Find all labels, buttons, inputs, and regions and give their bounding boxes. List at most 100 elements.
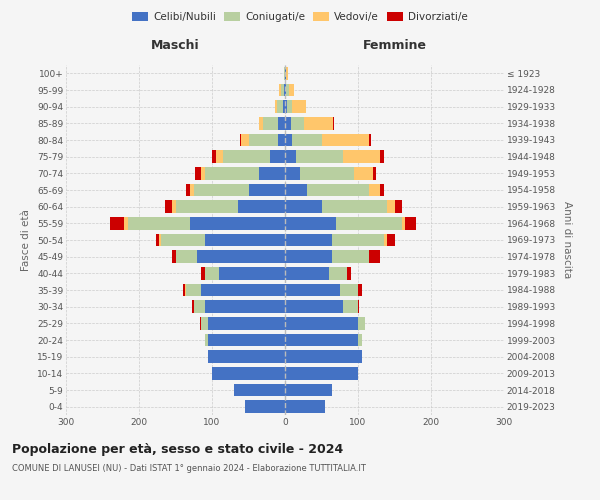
Bar	[285, 84, 286, 96]
Bar	[215, 150, 223, 163]
Bar	[332, 250, 369, 263]
Bar	[380, 184, 383, 196]
Bar	[292, 100, 306, 113]
Bar	[183, 284, 185, 296]
Bar	[201, 284, 285, 296]
Bar	[271, 150, 285, 163]
Bar	[212, 367, 285, 380]
Bar	[160, 234, 161, 246]
Bar	[205, 267, 220, 280]
Bar	[383, 234, 387, 246]
Bar	[322, 134, 369, 146]
Bar	[156, 234, 160, 246]
Bar	[380, 150, 383, 163]
Bar	[285, 350, 362, 363]
Bar	[248, 184, 285, 196]
Bar	[285, 267, 329, 280]
Bar	[285, 134, 292, 146]
Bar	[304, 117, 333, 130]
Bar	[347, 267, 350, 280]
Bar	[285, 67, 286, 80]
Bar	[197, 250, 285, 263]
Bar	[343, 300, 358, 313]
Bar	[292, 134, 322, 146]
Bar	[190, 217, 285, 230]
Bar	[285, 150, 296, 163]
Bar	[187, 184, 190, 196]
Bar	[281, 84, 284, 96]
Bar	[285, 117, 291, 130]
Bar	[194, 300, 205, 313]
Bar	[194, 184, 248, 196]
Bar	[259, 167, 285, 179]
Bar	[205, 234, 285, 246]
Bar	[185, 284, 187, 296]
Bar	[285, 167, 299, 179]
Bar	[285, 400, 325, 413]
Bar	[284, 67, 285, 80]
Bar	[192, 300, 194, 313]
Bar	[285, 367, 358, 380]
Bar	[285, 100, 287, 113]
Bar	[259, 117, 263, 130]
Bar	[285, 217, 336, 230]
Y-axis label: Fasce di età: Fasce di età	[22, 209, 31, 271]
Bar	[285, 234, 332, 246]
Bar	[278, 134, 285, 146]
Bar	[205, 300, 285, 313]
Bar	[329, 267, 347, 280]
Bar	[387, 200, 395, 213]
Bar	[277, 100, 283, 113]
Text: COMUNE DI LANUSEI (NU) - Dati ISTAT 1° gennaio 2024 - Elaborazione TUTTITALIA.IT: COMUNE DI LANUSEI (NU) - Dati ISTAT 1° g…	[12, 464, 366, 473]
Bar	[205, 334, 208, 346]
Bar	[164, 200, 172, 213]
Bar	[285, 250, 332, 263]
Bar	[220, 267, 285, 280]
Bar	[296, 150, 343, 163]
Bar	[387, 234, 395, 246]
Bar	[358, 300, 359, 313]
Bar	[248, 134, 278, 146]
Bar	[358, 284, 362, 296]
Y-axis label: Anni di nascita: Anni di nascita	[562, 202, 572, 278]
Bar	[208, 334, 285, 346]
Bar	[263, 117, 278, 130]
Bar	[200, 317, 201, 330]
Bar	[283, 100, 285, 113]
Bar	[212, 150, 215, 163]
Bar	[201, 267, 205, 280]
Bar	[285, 284, 340, 296]
Bar	[201, 317, 208, 330]
Bar	[285, 317, 358, 330]
Bar	[223, 150, 271, 163]
Bar	[299, 167, 355, 179]
Bar	[245, 400, 285, 413]
Text: Maschi: Maschi	[151, 38, 200, 52]
Bar	[287, 100, 292, 113]
Bar	[395, 200, 402, 213]
Bar	[110, 217, 124, 230]
Bar	[285, 334, 358, 346]
Bar	[205, 167, 259, 179]
Text: Popolazione per età, sesso e stato civile - 2024: Popolazione per età, sesso e stato civil…	[12, 442, 343, 456]
Bar	[402, 217, 406, 230]
Bar	[285, 300, 343, 313]
Bar	[369, 184, 380, 196]
Bar	[172, 200, 176, 213]
Bar	[161, 234, 205, 246]
Bar	[201, 167, 205, 179]
Bar	[369, 250, 380, 263]
Bar	[358, 334, 362, 346]
Bar	[208, 350, 285, 363]
Bar	[195, 167, 201, 179]
Bar	[307, 184, 369, 196]
Bar	[175, 250, 197, 263]
Bar	[279, 84, 281, 96]
Bar	[358, 317, 365, 330]
Bar	[275, 100, 277, 113]
Bar	[289, 84, 295, 96]
Legend: Celibi/Nubili, Coniugati/e, Vedovi/e, Divorziati/e: Celibi/Nubili, Coniugati/e, Vedovi/e, Di…	[128, 8, 472, 26]
Bar	[333, 117, 334, 130]
Bar	[285, 200, 322, 213]
Bar	[285, 184, 307, 196]
